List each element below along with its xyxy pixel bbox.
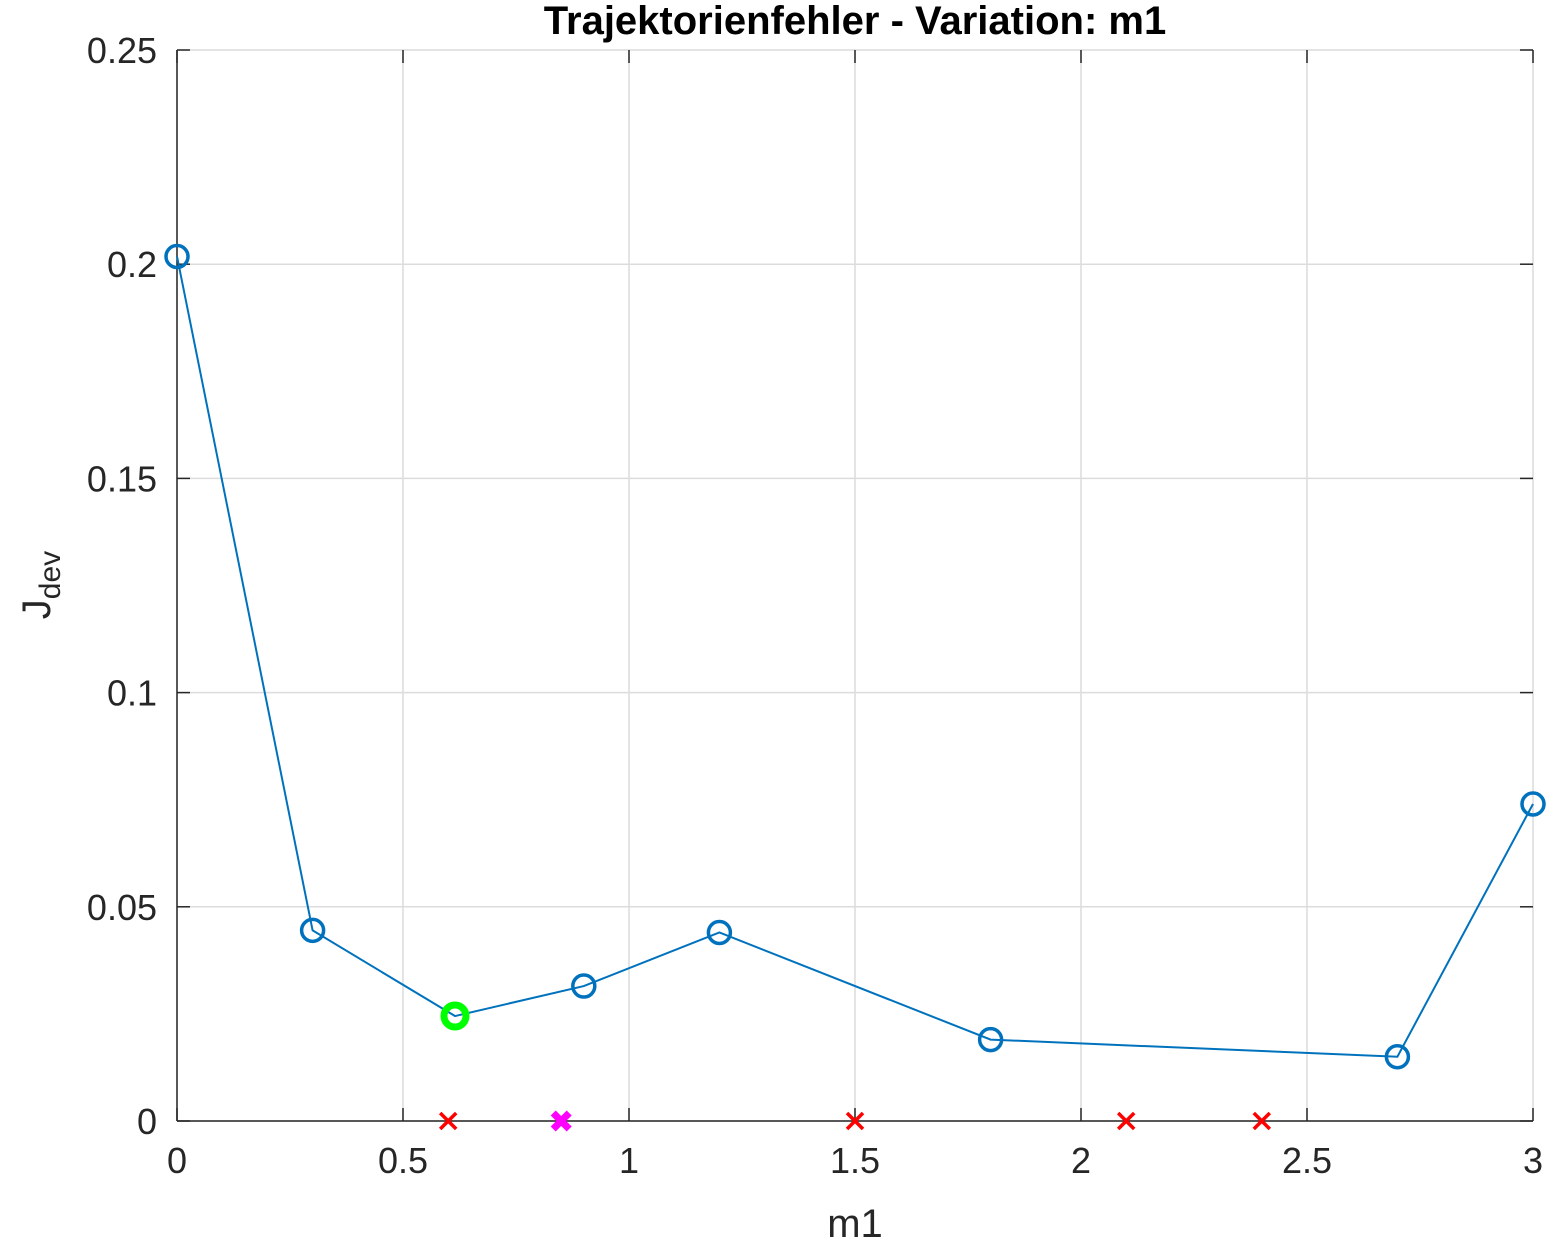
nominal-point bbox=[550, 1110, 572, 1132]
y-tick-label: 0 bbox=[137, 1101, 157, 1142]
x-tick-label: 1.5 bbox=[830, 1140, 880, 1181]
svg-text:Jdev: Jdev bbox=[15, 551, 67, 619]
x-tick-label: 0.5 bbox=[378, 1140, 428, 1181]
data-point bbox=[571, 973, 597, 999]
data-point bbox=[1520, 791, 1546, 817]
failed-point-stroke-b bbox=[845, 1111, 865, 1131]
y-axis-label: Jdev bbox=[15, 551, 67, 619]
data-point bbox=[299, 917, 326, 944]
highlight-point bbox=[440, 1001, 470, 1031]
nominal-point-stroke-b bbox=[550, 1110, 572, 1132]
x-tick-label: 2 bbox=[1071, 1140, 1091, 1181]
series-layer bbox=[164, 243, 1546, 1070]
series-line bbox=[176, 256, 1534, 1058]
data-point bbox=[977, 1026, 1004, 1053]
x-tick-label: 2.5 bbox=[1282, 1140, 1332, 1181]
data-point bbox=[164, 243, 190, 270]
y-tick-label: 0.05 bbox=[87, 887, 157, 928]
failed-point bbox=[1116, 1111, 1136, 1131]
failed-point-stroke-b bbox=[1252, 1111, 1272, 1131]
y-tick-label: 0.1 bbox=[107, 673, 157, 714]
data-point bbox=[1384, 1043, 1411, 1070]
failed-point bbox=[1252, 1111, 1272, 1131]
failed-point-stroke-b bbox=[438, 1111, 458, 1131]
y-axis-label-main: J bbox=[15, 599, 59, 619]
y-tick-label: 0.15 bbox=[87, 458, 157, 499]
x-axis-label: m1 bbox=[827, 1202, 883, 1243]
failed-point-stroke-b bbox=[1116, 1111, 1136, 1131]
y-tick-label: 0.25 bbox=[87, 30, 157, 71]
x-tick-label: 0 bbox=[167, 1140, 187, 1181]
x-tick-label: 3 bbox=[1523, 1140, 1543, 1181]
y-tick-label: 0.2 bbox=[107, 244, 157, 285]
data-point bbox=[706, 919, 733, 946]
failed-point bbox=[845, 1111, 865, 1131]
y-axis-label-subscript: dev bbox=[34, 551, 67, 599]
x-tick-label: 1 bbox=[619, 1140, 639, 1181]
chart-title: Trajektorienfehler - Variation: m1 bbox=[544, 0, 1166, 43]
marker-layer bbox=[438, 1001, 1272, 1132]
failed-point bbox=[438, 1111, 458, 1131]
